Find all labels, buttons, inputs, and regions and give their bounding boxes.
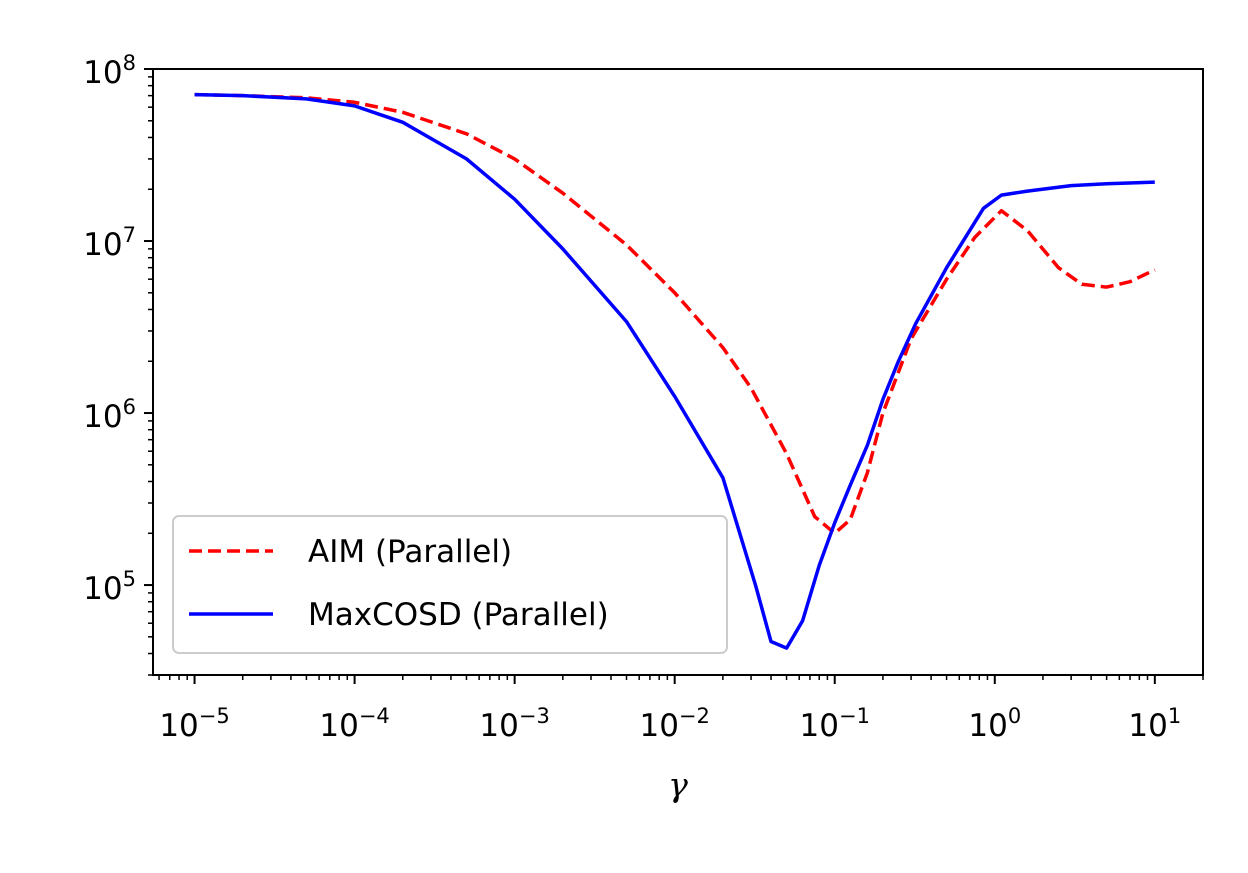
y-tick-label: 107 [83,223,136,263]
series-line-1 [194,92,1155,650]
legend-label-aim: AIM (Parallel) [308,534,512,570]
y-tick-label: 105 [83,567,136,607]
x-axis-label: γ [668,765,688,804]
series-line-0 [194,92,1156,536]
legend: AIM (Parallel) MaxCOSD (Parallel) [172,515,728,654]
plot-frame [152,68,1204,676]
x-tick-label: 100 [968,704,1021,744]
x-tick-label: 10−4 [319,704,389,744]
x-tick-label: 10−2 [639,704,709,744]
x-tick-label: 101 [1128,704,1181,744]
y-tick-label: 108 [83,51,136,91]
x-tick-label: 10−1 [800,704,870,744]
legend-label-maxcosd: MaxCOSD (Parallel) [308,597,609,633]
major-ticks [144,68,1156,684]
tick-labels: 10−5 10−4 10−3 10−2 10−1 100 101 105 106 107 108 [83,51,1181,744]
legend-box [172,515,728,654]
x-tick-label: 10−5 [159,704,229,744]
y-tick-label: 106 [83,395,136,435]
series-layer [194,92,1156,650]
x-tick-label: 10−3 [479,704,549,744]
